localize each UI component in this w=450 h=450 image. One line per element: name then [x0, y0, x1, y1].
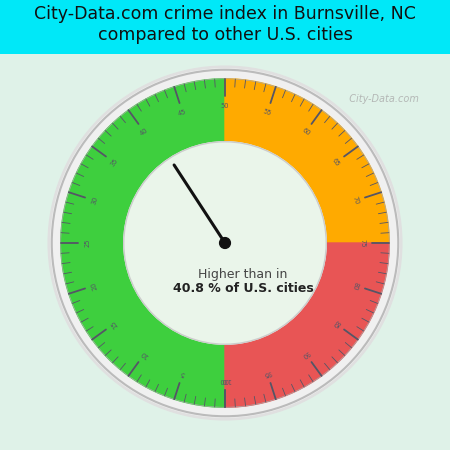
Text: 45: 45 — [178, 108, 188, 117]
Text: 0: 0 — [223, 377, 227, 383]
Bar — [0, 54, 450, 450]
Text: 95: 95 — [262, 369, 272, 378]
Text: 30: 30 — [90, 196, 99, 206]
Text: 10: 10 — [139, 349, 149, 359]
Wedge shape — [225, 79, 389, 243]
Text: 75: 75 — [359, 239, 365, 247]
Wedge shape — [225, 243, 389, 407]
Text: 55: 55 — [262, 108, 272, 117]
Text: 60: 60 — [301, 127, 311, 137]
Bar — [0, 0, 450, 54]
Text: City-Data.com crime index in Burnsville, NC
compared to other U.S. cities: City-Data.com crime index in Burnsville,… — [34, 5, 416, 44]
Text: 15: 15 — [109, 319, 119, 329]
Circle shape — [124, 142, 326, 344]
Text: City-Data.com: City-Data.com — [342, 94, 418, 104]
Circle shape — [51, 69, 399, 417]
Text: 80: 80 — [351, 280, 360, 290]
Text: 5: 5 — [180, 370, 185, 377]
Text: 25: 25 — [85, 239, 91, 247]
Text: 35: 35 — [109, 157, 119, 167]
Text: Higher than in: Higher than in — [198, 268, 288, 281]
Text: 90: 90 — [301, 349, 311, 359]
Text: 40: 40 — [139, 127, 149, 137]
Text: 100: 100 — [219, 377, 231, 383]
Text: 70: 70 — [351, 196, 360, 206]
Text: 40.8 % of U.S. cities: 40.8 % of U.S. cities — [173, 282, 313, 294]
Text: 50: 50 — [221, 103, 229, 109]
Circle shape — [220, 238, 230, 248]
Text: 65: 65 — [331, 157, 341, 167]
Circle shape — [48, 66, 402, 420]
Text: 85: 85 — [331, 319, 341, 329]
Text: 20: 20 — [90, 280, 99, 290]
Wedge shape — [61, 79, 225, 407]
